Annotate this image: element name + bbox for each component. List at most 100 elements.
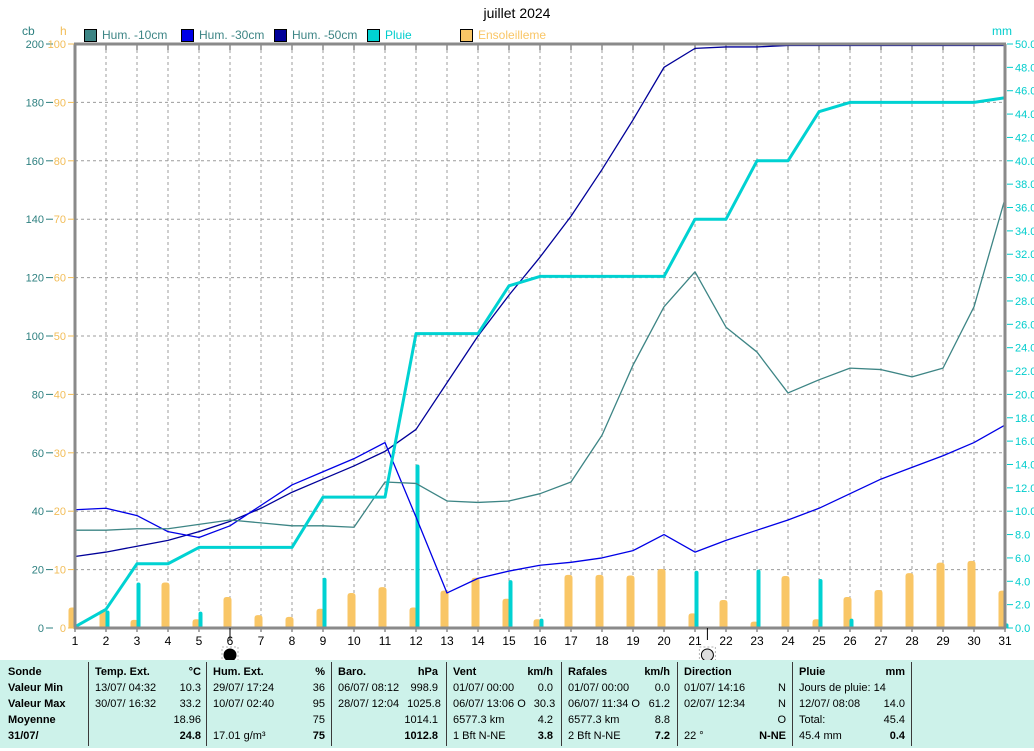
h-axis-unit-label: h (60, 24, 67, 38)
svg-text:8.0: 8.0 (1015, 530, 1030, 542)
table-cell-row: 06/07/ 13:06 O 30.3 (453, 698, 556, 710)
legend-item-pluie: Pluie (367, 28, 412, 42)
svg-text:16: 16 (533, 634, 547, 648)
svg-text:26: 26 (843, 634, 857, 648)
svg-text:3: 3 (134, 634, 141, 648)
svg-text:13: 13 (440, 634, 454, 648)
rain-bars (74, 464, 1009, 629)
svg-text:46.0: 46.0 (1015, 86, 1034, 98)
svg-text:8: 8 (289, 634, 296, 648)
table-separator (446, 662, 447, 746)
svg-text:100: 100 (48, 39, 66, 51)
rain-cumulative-line (74, 96, 1006, 629)
svg-text:42.0: 42.0 (1015, 132, 1034, 144)
moon-markers (221, 628, 716, 664)
table-cell-row: 01/07/ 00:00 0.0 (568, 682, 670, 694)
mm-axis-labels: 0.0 2.0 4.0 6.0 8.0 10.0 12.0 14.0 16.0 18.0 20.0 2… (1007, 39, 1034, 635)
svg-text:10: 10 (347, 634, 361, 648)
svg-text:0: 0 (38, 623, 44, 635)
table-cell-row: Total: 45.4 (799, 714, 905, 726)
svg-text:32.0: 32.0 (1015, 249, 1034, 261)
table-cell-row: Jours de pluie: 14 (799, 682, 886, 694)
mm-axis-unit-label: mm (992, 24, 1012, 38)
svg-text:29: 29 (936, 634, 950, 648)
table-column-vent: Vent km/h 01/07/ 00:00 0.0 06/07/ 13:06 O 30.… (453, 664, 556, 744)
svg-text:180: 180 (26, 97, 44, 109)
svg-text:28.0: 28.0 (1015, 296, 1034, 308)
svg-text:24.0: 24.0 (1015, 343, 1034, 355)
legend-label: Pluie (385, 28, 412, 42)
h-axis-labels: 0 10 20 30 40 50 60 70 80 90 100 (48, 39, 74, 635)
svg-text:14: 14 (471, 634, 485, 648)
row-label: Sonde (8, 666, 42, 678)
svg-text:34.0: 34.0 (1015, 226, 1034, 238)
table-cell-row: 22 ° N-NE (684, 730, 786, 742)
svg-text:200: 200 (26, 39, 44, 51)
svg-text:120: 120 (26, 273, 44, 285)
legend-label: Ensoleilleme (478, 28, 547, 42)
cb-axis-labels: 0 20 40 60 80 100 120 140 160 180 200 (26, 39, 53, 635)
table-cell-row: 45.4 mm 0.4 (799, 730, 905, 742)
table-cell-row: 6577.3 km 8.8 (568, 714, 670, 726)
svg-text:0: 0 (60, 623, 66, 635)
table-column-direction: Direction 01/07/ 14:16 N 02/07/ 12:34 N O 22 °… (684, 664, 786, 744)
svg-text:9: 9 (320, 634, 327, 648)
svg-text:27: 27 (874, 634, 888, 648)
svg-text:80: 80 (32, 389, 44, 401)
svg-text:20: 20 (32, 565, 44, 577)
column-header: Vent km/h (453, 666, 553, 678)
legend-swatch-ensoleilleme (460, 28, 473, 42)
svg-text:6.0: 6.0 (1015, 553, 1030, 565)
svg-text:7: 7 (258, 634, 265, 648)
svg-text:28: 28 (905, 634, 919, 648)
page-title: juillet 2024 (483, 5, 551, 21)
legend-label: Hum. -50cm (292, 28, 358, 42)
row-label: Valeur Max (8, 698, 66, 710)
hum-30cm-line (74, 424, 1006, 594)
svg-text:60: 60 (54, 273, 66, 285)
column-header: Rafales km/h (568, 666, 670, 678)
svg-text:44.0: 44.0 (1015, 109, 1034, 121)
svg-text:31: 31 (998, 634, 1012, 648)
table-separator (792, 662, 793, 746)
svg-text:50.0: 50.0 (1015, 39, 1034, 51)
table-cell-row: 10/07/ 02:40 95 (213, 698, 325, 710)
svg-text:14.0: 14.0 (1015, 459, 1034, 471)
svg-text:2: 2 (103, 634, 110, 648)
svg-text:15: 15 (502, 634, 516, 648)
svg-text:20.0: 20.0 (1015, 389, 1034, 401)
table-separator (677, 662, 678, 746)
legend-item-ensoleilleme: Ensoleilleme (460, 28, 546, 42)
table-cell-row: 06/07/ 11:34 O 61.2 (568, 698, 670, 710)
table-cell-row: 75 (312, 714, 325, 726)
table-cell-row: 1 Bft N-NE 3.8 (453, 730, 553, 742)
svg-text:4: 4 (165, 634, 172, 648)
table-cell-row: 28/07/ 12:04 1025.8 (338, 698, 441, 710)
svg-text:26.0: 26.0 (1015, 319, 1034, 331)
svg-text:40.0: 40.0 (1015, 156, 1034, 168)
table-column-pluie: Pluie mm Jours de pluie: 14 12/07/ 08:08 14.… (799, 664, 905, 744)
column-header: Temp. Ext. °C (95, 666, 201, 678)
svg-text:10: 10 (54, 565, 66, 577)
svg-text:38.0: 38.0 (1015, 179, 1034, 191)
legend-swatch-hum-10cm (84, 28, 97, 42)
svg-text:12.0: 12.0 (1015, 483, 1034, 495)
svg-text:25: 25 (812, 634, 826, 648)
table-cell-row: 12/07/ 08:08 14.0 (799, 698, 905, 710)
table-separator (911, 662, 912, 746)
svg-text:19: 19 (626, 634, 640, 648)
table-cell-row: 2 Bft N-NE 7.2 (568, 730, 670, 742)
svg-text:30.0: 30.0 (1015, 273, 1034, 285)
legend-label: Hum. -30cm (199, 28, 265, 42)
svg-text:18.0: 18.0 (1015, 413, 1034, 425)
column-header: Direction (684, 666, 732, 678)
row-label: Moyenne (8, 714, 56, 726)
legend-swatch-pluie (367, 28, 380, 42)
svg-text:17: 17 (564, 634, 578, 648)
svg-text:23: 23 (750, 634, 764, 648)
row-label: Valeur Min (8, 682, 64, 694)
svg-text:1: 1 (72, 634, 79, 648)
svg-text:30: 30 (967, 634, 981, 648)
